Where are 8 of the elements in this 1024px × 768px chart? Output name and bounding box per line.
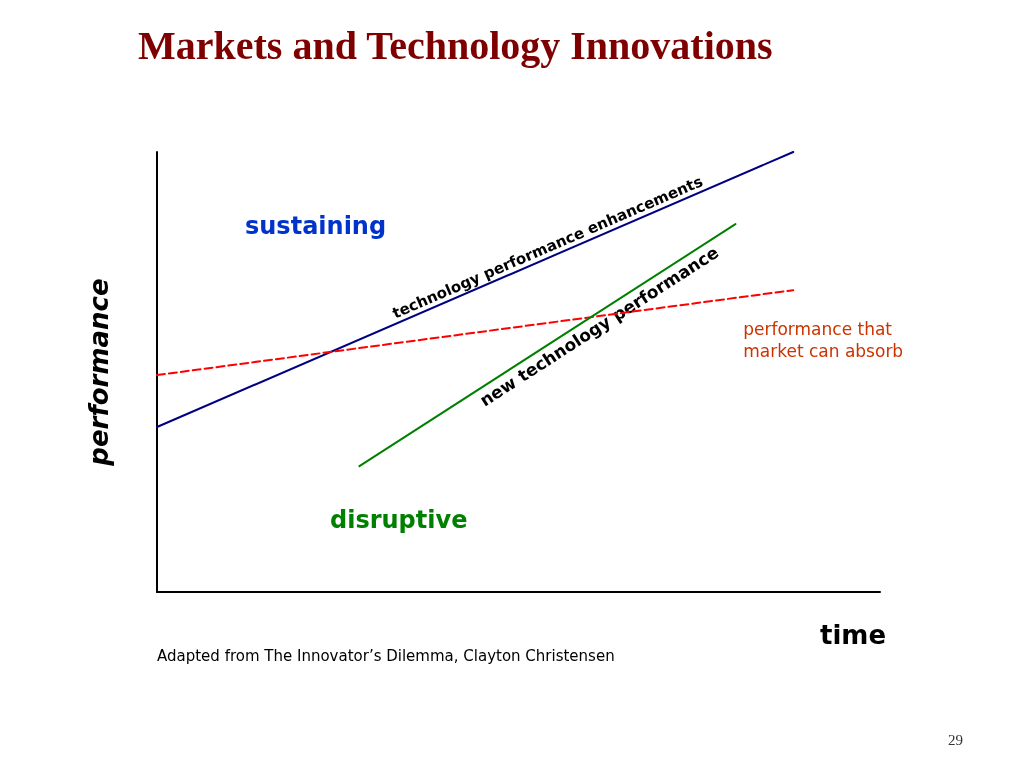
x-axis-title: time: [820, 620, 887, 650]
annotation: sustaining: [245, 212, 387, 240]
y-axis-title: performance: [84, 278, 114, 467]
text: 29: [948, 731, 963, 748]
text: Adapted from The Innovator’s Dilemma, Clayton Christensen: [157, 646, 615, 665]
series-label: performance that market can absorb: [743, 319, 904, 362]
chart-title: Markets and Technology Innovations: [138, 22, 773, 68]
annotation: disruptive: [330, 506, 468, 534]
